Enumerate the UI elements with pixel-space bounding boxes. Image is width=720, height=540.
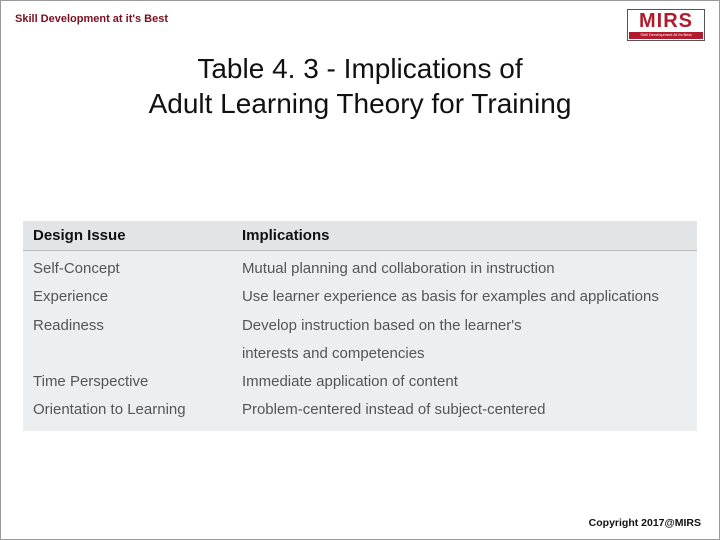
cell-implication: Mutual planning and collaboration in ins… [232, 251, 697, 284]
col-header-implications: Implications [232, 221, 697, 251]
header-bar: Skill Development at it's Best MIRS Skil… [1, 1, 719, 43]
implications-table-container: Design Issue Implications Self-Concept M… [23, 221, 697, 431]
table-header-row: Design Issue Implications [23, 221, 697, 251]
table-row: Experience Use learner experience as bas… [23, 283, 697, 311]
page-title: Table 4. 3 - Implications of Adult Learn… [1, 51, 719, 121]
col-header-design-issue: Design Issue [23, 221, 232, 251]
cell-issue: Orientation to Learning [23, 396, 232, 430]
cell-issue: Self-Concept [23, 251, 232, 284]
cell-issue [23, 340, 232, 368]
logo-text: MIRS [639, 11, 693, 31]
cell-implication: Problem-centered instead of subject-cent… [232, 396, 697, 430]
table-row: Orientation to Learning Problem-centered… [23, 396, 697, 430]
cell-issue: Time Perspective [23, 368, 232, 396]
table-row: Readiness Develop instruction based on t… [23, 312, 697, 340]
cell-implication: Immediate application of content [232, 368, 697, 396]
logo: MIRS Skill Development At Its Best [627, 9, 705, 41]
cell-implication: Use learner experience as basis for exam… [232, 283, 697, 311]
tagline-text: Skill Development at it's Best [15, 9, 168, 25]
table-row: interests and competencies [23, 340, 697, 368]
copyright-text: Copyright 2017@MIRS [589, 517, 701, 529]
implications-table: Design Issue Implications Self-Concept M… [23, 221, 697, 431]
table-row: Self-Concept Mutual planning and collabo… [23, 251, 697, 284]
cell-implication: Develop instruction based on the learner… [232, 312, 697, 340]
title-line-2: Adult Learning Theory for Training [149, 88, 572, 119]
cell-issue: Experience [23, 283, 232, 311]
table-row: Time Perspective Immediate application o… [23, 368, 697, 396]
cell-issue: Readiness [23, 312, 232, 340]
logo-subtext: Skill Development At Its Best [629, 32, 703, 38]
title-line-1: Table 4. 3 - Implications of [197, 53, 522, 84]
cell-implication: interests and competencies [232, 340, 697, 368]
